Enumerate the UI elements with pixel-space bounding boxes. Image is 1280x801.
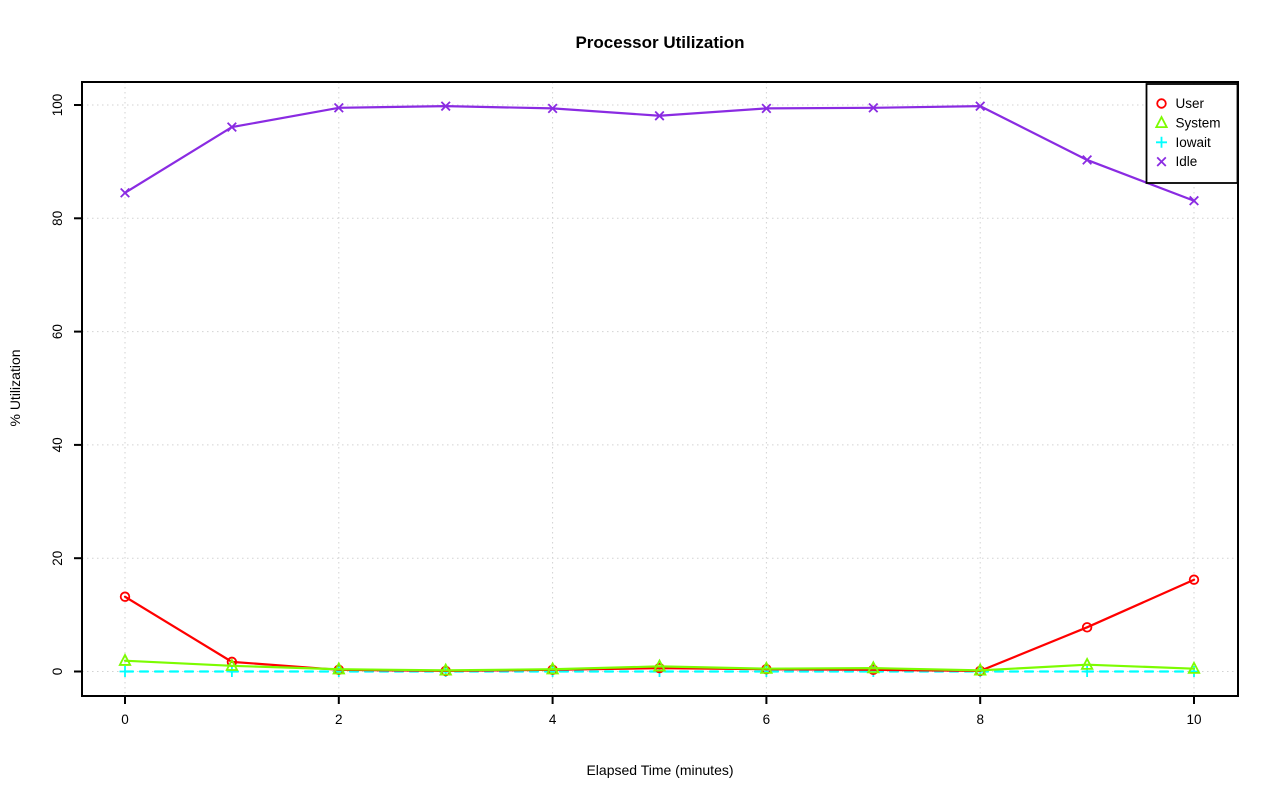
y-axis-tick-label: 20	[50, 551, 65, 566]
y-axis-tick-label: 0	[50, 668, 65, 676]
legend-box	[1145, 83, 1239, 184]
x-axis-tick-label: 0	[121, 712, 129, 727]
series-line-user	[123, 578, 1196, 673]
series-marker-system-9	[1080, 656, 1094, 670]
series-marker-system-8	[973, 662, 987, 676]
x-axis-tick-label: 6	[763, 712, 771, 727]
series-marker-idle-2	[333, 102, 344, 113]
series-marker-system-6	[759, 660, 774, 674]
series-marker-idle-3	[440, 101, 451, 112]
x-axis-tick-label: 2	[335, 712, 343, 727]
series-marker-idle-8	[975, 101, 986, 112]
legend-label-user: User	[1176, 96, 1205, 111]
series-marker-system-1	[225, 658, 239, 671]
series-marker-idle-4	[547, 103, 558, 114]
x-axis-tick-label: 8	[976, 712, 984, 727]
series-line-idle	[123, 105, 1196, 202]
series-marker-iowait-0	[119, 666, 131, 677]
y-axis-tick-label: 100	[50, 94, 65, 117]
y-axis-tick-label: 60	[50, 324, 65, 339]
legend-label-system: System	[1176, 115, 1221, 130]
x-axis-tick-label: 10	[1186, 712, 1201, 727]
series-marker-idle-6	[761, 103, 772, 114]
series-marker-idle-9	[1082, 155, 1093, 165]
series-marker-system-0	[118, 652, 132, 666]
chart-title: Processor Utilization	[575, 33, 745, 52]
plot-box	[81, 81, 1239, 697]
y-axis-tick-label: 80	[50, 211, 65, 226]
gridlines	[82, 82, 1238, 696]
series-marker-user-0	[119, 591, 131, 602]
series-marker-idle-0	[120, 187, 130, 198]
series-marker-idle-1	[226, 122, 237, 133]
series-marker-idle-7	[868, 102, 879, 113]
series-marker-iowait-9	[1081, 666, 1093, 677]
series-marker-user-10	[1188, 574, 1200, 585]
series-marker-system-4	[545, 661, 560, 675]
series-marker-system-2	[332, 661, 346, 675]
series-marker-iowait-1	[226, 666, 238, 677]
legend-item-iowait: Iowait	[1156, 135, 1211, 150]
series-marker-idle-10	[1189, 195, 1199, 206]
series-marker-user-9	[1081, 622, 1093, 633]
legend-marker-iowait	[1156, 136, 1167, 148]
series-marker-system-7	[866, 660, 880, 674]
legend-label-iowait: Iowait	[1176, 135, 1212, 150]
series-idle	[120, 101, 1199, 206]
x-axis-tick-label: 4	[549, 712, 557, 727]
legend-label-idle: Idle	[1176, 154, 1198, 169]
series-system	[118, 652, 1201, 676]
legend-item-system: System	[1154, 115, 1221, 130]
legend: User System Iowait Idle	[1145, 83, 1239, 184]
legend-item-idle: Idle	[1156, 154, 1198, 169]
x-axis-label: Elapsed Time (minutes)	[586, 762, 734, 778]
legend-marker-user	[1156, 98, 1167, 109]
series-marker-system-3	[439, 662, 453, 676]
legend-item-user: User	[1156, 96, 1205, 111]
series-marker-system-10	[1187, 660, 1201, 674]
legend-marker-system	[1154, 115, 1169, 128]
series-marker-idle-5	[654, 110, 665, 121]
series-marker-system-5	[652, 658, 667, 672]
y-axis-tick-label: 40	[50, 437, 65, 452]
y-axis-label: % Utilization	[7, 349, 23, 427]
legend-marker-idle	[1156, 156, 1167, 167]
series-line-system	[123, 659, 1196, 672]
